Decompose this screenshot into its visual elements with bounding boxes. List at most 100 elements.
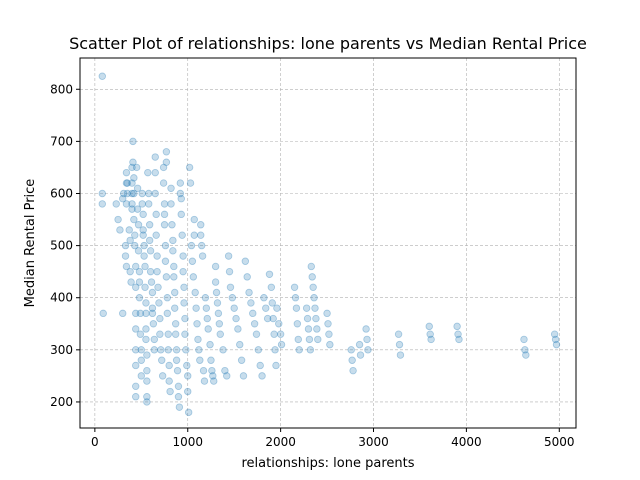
scatter-point bbox=[139, 231, 147, 239]
scatter-point bbox=[211, 278, 220, 286]
scatter-point bbox=[135, 278, 144, 286]
scatter-point bbox=[180, 299, 188, 307]
scatter-point bbox=[172, 356, 181, 364]
scatter-point bbox=[183, 361, 191, 370]
scatter-point bbox=[121, 241, 130, 250]
scatter-point bbox=[176, 179, 185, 187]
scatter-point bbox=[122, 262, 131, 271]
scatter-point bbox=[256, 361, 264, 370]
scatter-point bbox=[208, 366, 216, 375]
scatter-point bbox=[137, 346, 146, 354]
scatter-point bbox=[207, 356, 215, 364]
scatter-point bbox=[277, 340, 286, 349]
scatter-point bbox=[162, 148, 171, 156]
scatter-point bbox=[156, 330, 164, 338]
scatter-point bbox=[181, 314, 189, 323]
grid bbox=[80, 58, 576, 428]
scatter-point bbox=[137, 372, 146, 380]
scatter-point bbox=[144, 168, 152, 177]
scatter-point bbox=[165, 361, 173, 370]
scatter-point bbox=[167, 184, 175, 192]
scatter-point bbox=[122, 179, 131, 187]
scatter-point bbox=[295, 346, 303, 354]
scatter-point bbox=[213, 299, 222, 307]
scatter-point bbox=[181, 330, 189, 338]
scatter-point bbox=[132, 309, 140, 318]
scatter-point bbox=[221, 366, 229, 375]
scatter-point bbox=[131, 231, 139, 239]
scatter-point bbox=[310, 294, 318, 302]
scatter-point bbox=[98, 200, 106, 208]
scatter-point bbox=[184, 372, 192, 380]
scatter-point bbox=[198, 252, 207, 260]
scatter-point bbox=[313, 325, 321, 333]
scatter-point bbox=[308, 273, 316, 281]
scatter-point bbox=[138, 200, 146, 208]
scatter-point bbox=[180, 283, 188, 291]
scatter-point bbox=[156, 314, 164, 323]
scatter-point bbox=[290, 283, 299, 291]
scatter-point bbox=[223, 372, 231, 380]
scatter-point bbox=[454, 330, 462, 338]
scatter-point bbox=[142, 299, 150, 307]
scatter-point bbox=[179, 252, 187, 260]
scatter-point bbox=[311, 304, 319, 312]
scatter-point bbox=[128, 200, 136, 208]
scatter-point bbox=[159, 179, 168, 187]
scatter-point bbox=[154, 283, 162, 291]
scatter-point bbox=[425, 322, 433, 331]
scatter-point bbox=[139, 210, 147, 219]
scatter-point bbox=[153, 252, 161, 260]
scatter-point bbox=[426, 330, 434, 338]
scatter-point bbox=[147, 278, 156, 286]
scatter-point bbox=[148, 309, 157, 318]
scatter-point bbox=[294, 335, 302, 344]
scatter-point bbox=[171, 304, 179, 312]
scatter-point bbox=[169, 236, 177, 245]
scatter-point bbox=[276, 330, 285, 338]
scatter-point bbox=[171, 288, 179, 297]
scatter-point bbox=[363, 335, 371, 344]
scatter-point bbox=[142, 325, 150, 333]
scatter-point bbox=[174, 382, 183, 391]
scatter-point bbox=[135, 267, 144, 276]
scatter-point bbox=[225, 267, 234, 276]
scatter-point bbox=[148, 288, 157, 297]
y-tick-label: 300 bbox=[50, 343, 73, 357]
scatter-point bbox=[245, 288, 253, 297]
scatter-point bbox=[178, 231, 186, 239]
scatter-point bbox=[143, 377, 151, 385]
scatter-point bbox=[145, 221, 154, 229]
scatter-point bbox=[239, 372, 248, 380]
scatter-point bbox=[136, 330, 145, 338]
scatter-point bbox=[172, 346, 181, 354]
scatter-point bbox=[141, 283, 149, 291]
scatter-point bbox=[552, 340, 561, 349]
scatter-point bbox=[362, 325, 370, 333]
scatter-point bbox=[309, 283, 317, 291]
scatter-point bbox=[161, 257, 170, 265]
scatter-point bbox=[149, 320, 158, 328]
scatter-point bbox=[265, 270, 274, 278]
scatter-point bbox=[162, 158, 171, 166]
scatter-point bbox=[197, 231, 205, 239]
scatter-point bbox=[166, 387, 174, 396]
scatter-point bbox=[128, 189, 136, 198]
scatter-point bbox=[186, 179, 195, 187]
scatter-point bbox=[164, 330, 172, 338]
scatter-point bbox=[132, 283, 140, 291]
scatter-point bbox=[204, 325, 212, 333]
x-tick-label: 4000 bbox=[451, 435, 482, 449]
scatter-point bbox=[224, 252, 233, 260]
scatter-point bbox=[125, 226, 133, 234]
scatter-point bbox=[132, 262, 140, 271]
axis-ticks: 0 1000 2000 3000 4000 5000 200 300 400 500 600 700 8… bbox=[50, 82, 574, 449]
scatter-point bbox=[355, 340, 364, 349]
scatter-point bbox=[324, 320, 332, 328]
scatter-point bbox=[155, 299, 163, 307]
scatter-point bbox=[396, 351, 405, 359]
scatter-point bbox=[153, 267, 161, 276]
scatter-point bbox=[275, 320, 283, 328]
scatter-point bbox=[134, 247, 143, 255]
scatter-point bbox=[254, 346, 263, 354]
